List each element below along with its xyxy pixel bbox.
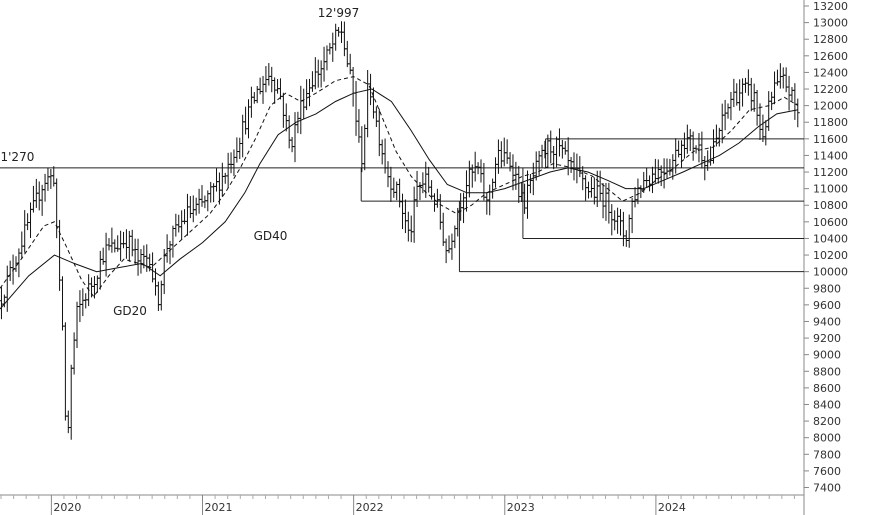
axis-frame [0,0,805,515]
y-tick-label: 12200 [813,83,848,96]
y-tick-label: 9600 [813,299,841,312]
y-tick-label: 10800 [813,199,848,212]
y-tick-label: 8000 [813,432,841,445]
y-tick-label: 9000 [813,349,841,362]
x-tick-label: 2021 [205,501,233,514]
y-tick-label: 12600 [813,50,848,63]
y-tick-label: 13200 [813,0,848,13]
y-tick-label: 7400 [813,482,841,495]
y-tick-label: 9800 [813,282,841,295]
annotation-label: 11'270 [0,150,34,164]
x-tick-label: 2022 [356,501,384,514]
gd40-line [0,88,799,310]
y-tick-label: 11400 [813,149,848,162]
y-tick-label: 7800 [813,448,841,461]
y-tick-label: 10400 [813,232,848,245]
annotation-label: GD40 [254,229,288,243]
y-tick-label: 12400 [813,66,848,79]
y-tick-label: 9200 [813,332,841,345]
gd20-line [0,76,799,298]
y-tick-label: 12000 [813,100,848,113]
y-axis: 13200 13000 12800 12600 12400 12200 12000 11800… [804,0,848,495]
y-tick-label: 11000 [813,183,848,196]
y-tick-label: 8200 [813,415,841,428]
y-tick-label: 12800 [813,33,848,46]
x-tick-label: 2023 [507,501,535,514]
ohlc-bars [0,21,800,440]
x-tick-label: 2024 [658,501,686,514]
y-tick-label: 8400 [813,398,841,411]
y-tick-label: 7600 [813,465,841,478]
y-tick-label: 11200 [813,166,848,179]
y-tick-label: 10000 [813,266,848,279]
annotations: 12'997 11'270 GD40 GD20 [0,6,359,318]
y-tick-label: 13000 [813,17,848,30]
annotation-label: 12'997 [318,6,359,20]
y-tick-label: 9400 [813,315,841,328]
y-tick-label: 11800 [813,116,848,129]
x-tick-label: 2020 [53,501,81,514]
y-tick-label: 10600 [813,216,848,229]
moving-averages [0,76,799,310]
x-axis: 2020 2021 2022 2023 2024 [0,495,795,515]
annotation-label: GD20 [113,304,147,318]
y-tick-label: 8800 [813,365,841,378]
y-tick-label: 11600 [813,133,848,146]
y-tick-label: 8600 [813,382,841,395]
y-tick-label: 10200 [813,249,848,262]
